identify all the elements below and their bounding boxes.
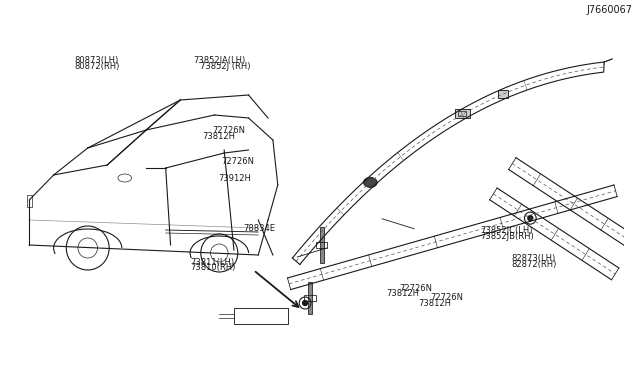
Polygon shape [319,227,324,263]
Text: 82873(LH): 82873(LH) [511,254,556,263]
Circle shape [528,216,532,221]
Text: 73852J (RH): 73852J (RH) [200,62,250,71]
Text: 73912H: 73912H [218,174,251,183]
Bar [499,90,508,98]
Text: 73810(RH): 73810(RH) [190,263,236,272]
Bar [454,109,470,118]
Ellipse shape [364,177,377,187]
Text: 80873(LH): 80873(LH) [75,56,119,65]
Text: J7660067: J7660067 [586,6,632,15]
Bar [28,195,32,207]
Text: 73852JB(RH): 73852JB(RH) [480,232,534,241]
Text: 72726N: 72726N [221,157,255,166]
Polygon shape [308,282,312,314]
Bar [304,295,316,301]
Text: 72726N: 72726N [430,293,463,302]
Text: 80872(RH): 80872(RH) [75,62,120,71]
Circle shape [303,301,307,305]
Text: 73812H: 73812H [387,289,420,298]
Text: 72726N: 72726N [399,284,432,293]
Bar [458,112,466,116]
Text: 73852JA(LH): 73852JA(LH) [193,56,246,65]
Text: 72726N: 72726N [212,126,245,135]
Text: 73852JC(LH): 73852JC(LH) [480,226,532,235]
Text: 82872(RH): 82872(RH) [511,260,557,269]
Text: 73811(LH): 73811(LH) [190,258,234,267]
Text: 78834E: 78834E [243,224,275,233]
Text: 73812H: 73812H [203,132,236,141]
Bar [316,242,328,248]
Text: 73812H: 73812H [418,299,451,308]
